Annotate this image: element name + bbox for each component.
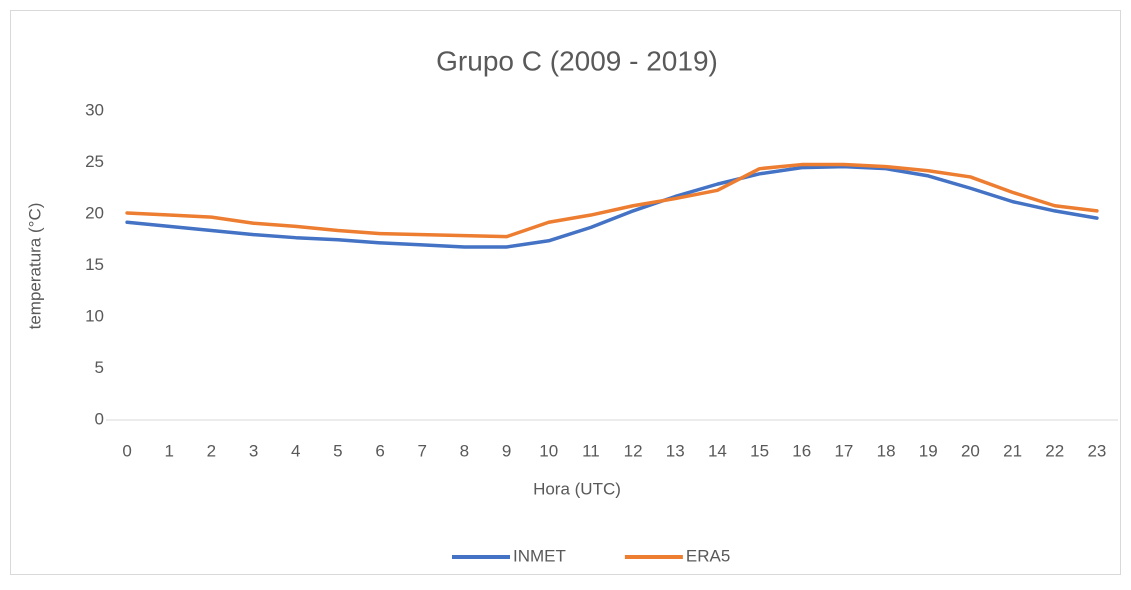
x-tick-label: 7: [418, 441, 427, 460]
x-tick-label: 5: [333, 441, 342, 460]
y-tick-label: 25: [85, 152, 104, 171]
chart-title: Grupo C (2009 - 2019): [436, 45, 718, 76]
x-tick-label: 3: [249, 441, 258, 460]
x-tick-label: 0: [122, 441, 131, 460]
x-tick-label: 14: [708, 441, 727, 460]
x-tick-label: 21: [1003, 441, 1022, 460]
y-axis-label: temperatura (°C): [25, 203, 44, 330]
x-tick-label: 12: [624, 441, 643, 460]
y-tick-label: 30: [85, 100, 104, 119]
series-line: [125, 162, 1099, 239]
legend-label: ERA5: [686, 546, 730, 565]
x-tick-label: 20: [961, 441, 980, 460]
x-tick-label: 9: [502, 441, 511, 460]
legend-label: INMET: [513, 546, 566, 565]
x-tick-label: 16: [792, 441, 811, 460]
y-tick-label: 10: [85, 306, 104, 325]
x-tick-label: 6: [375, 441, 384, 460]
x-tick-label: 22: [1045, 441, 1064, 460]
y-tick-label: 0: [95, 409, 104, 428]
x-tick-label: 1: [165, 441, 174, 460]
x-tick-label: 17: [834, 441, 853, 460]
x-tick-label: 4: [291, 441, 300, 460]
x-tick-label: 11: [582, 441, 600, 460]
x-tick-label: 8: [460, 441, 469, 460]
y-tick-label: 20: [85, 203, 104, 222]
x-tick-label: 13: [666, 441, 685, 460]
x-tick-label: 10: [539, 441, 558, 460]
y-tick-label: 5: [95, 358, 104, 377]
chart-frame: [10, 10, 1121, 575]
x-tick-label: 19: [919, 441, 938, 460]
x-axis-label: Hora (UTC): [533, 479, 621, 498]
series-line: [125, 164, 1099, 249]
x-tick-label: 2: [207, 441, 216, 460]
x-tick-label: 23: [1087, 441, 1106, 460]
x-tick-label: 18: [877, 441, 896, 460]
y-tick-label: 15: [85, 255, 104, 274]
x-tick-label: 15: [750, 441, 769, 460]
